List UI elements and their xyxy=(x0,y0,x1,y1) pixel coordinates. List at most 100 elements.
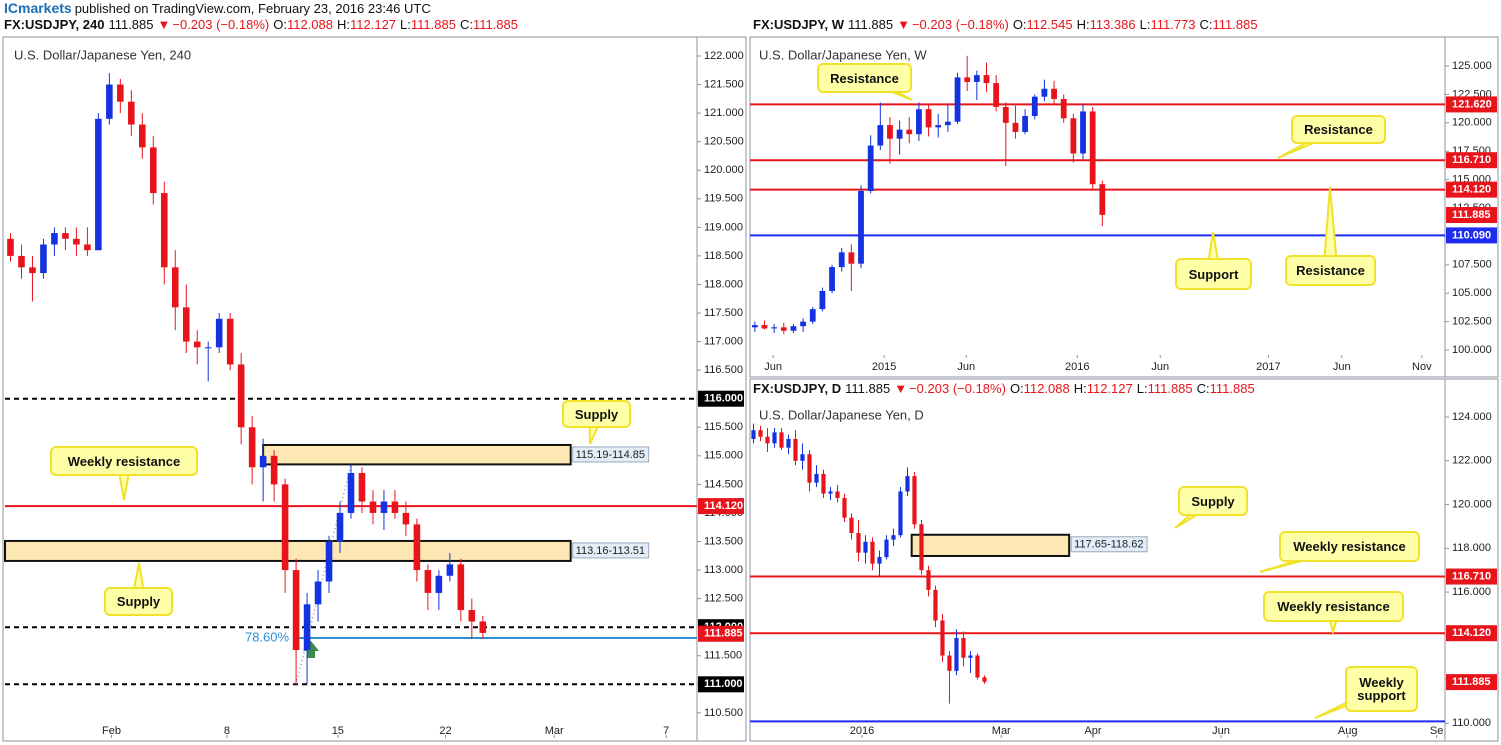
level-axis-box xyxy=(1446,152,1497,169)
quote-value: 111.773 xyxy=(1150,17,1196,32)
callout: Resistance xyxy=(1285,255,1376,286)
zone-label-box xyxy=(1070,536,1148,553)
y-tick-label: 116.000 xyxy=(1452,586,1491,598)
candle-body xyxy=(325,541,333,582)
symbol: FX:USDJPY, 240 xyxy=(4,17,105,32)
x-tick-label: Jun xyxy=(764,361,782,373)
candle-body xyxy=(940,620,945,656)
candle-body xyxy=(835,491,840,499)
quote-value: 112.127 xyxy=(350,17,397,32)
candle-body xyxy=(215,318,223,348)
level-axis-box xyxy=(1446,568,1497,585)
fib-label: 78.60% xyxy=(245,629,290,644)
candle-body xyxy=(435,575,443,593)
y-tick-label: 119.500 xyxy=(704,193,743,205)
candle-body xyxy=(848,252,855,264)
panel-frame xyxy=(749,378,1499,742)
candle-body xyxy=(7,238,14,256)
quote-key: L: xyxy=(400,17,411,32)
candle-body xyxy=(961,638,966,658)
y-tick-label: 115.000 xyxy=(704,450,743,462)
candle-body xyxy=(779,432,784,448)
candle-body xyxy=(128,101,135,125)
candle-body xyxy=(95,118,102,251)
candle-body xyxy=(933,589,938,621)
zone-label: 117.65-118.62 xyxy=(1074,539,1143,551)
y-tick-label: 118.000 xyxy=(1452,542,1491,554)
quote-value: 111.885 xyxy=(1147,381,1193,396)
zone-label-box xyxy=(572,542,650,559)
candle-body xyxy=(413,524,421,571)
candle-body xyxy=(51,233,58,245)
x-tick-label: 2017 xyxy=(1256,361,1280,373)
candle-body xyxy=(1051,88,1057,99)
y-tick-label: 110.500 xyxy=(704,707,743,719)
supply-zone xyxy=(910,533,1071,557)
candle-body xyxy=(237,364,245,428)
candle-body xyxy=(790,326,797,331)
candle-body xyxy=(160,193,168,268)
level-axis-box xyxy=(698,676,744,693)
level-axis-label: 114.120 xyxy=(704,500,743,512)
candle-body xyxy=(906,129,913,135)
candle-body xyxy=(944,121,951,126)
candle-body xyxy=(829,267,835,291)
y-tick-label: 125.000 xyxy=(1452,60,1492,72)
quote-value: 113.386 xyxy=(1089,17,1136,32)
candle-body xyxy=(821,473,826,494)
quote-key: L: xyxy=(1136,381,1148,396)
candle-body xyxy=(919,524,924,571)
x-tick-label: Mar xyxy=(992,725,1011,737)
y-tick-label: 107.500 xyxy=(1452,259,1492,271)
change: −0.203 (−0.18%) xyxy=(909,381,1006,396)
callout: Weekly resistance xyxy=(1263,591,1404,622)
candle-body xyxy=(993,83,1000,107)
candle-body xyxy=(1060,98,1067,119)
candle-body xyxy=(751,430,756,439)
candle-body xyxy=(303,604,311,651)
callout: Support xyxy=(1175,258,1252,290)
candle-body xyxy=(446,564,454,576)
candle-body xyxy=(983,75,990,84)
x-tick-label: 22 xyxy=(439,725,451,737)
quote-key: H: xyxy=(337,17,350,32)
candle-body xyxy=(898,491,903,536)
y-tick-label: 105.000 xyxy=(1452,287,1492,299)
candle-body xyxy=(867,145,874,191)
candle-body xyxy=(947,655,952,671)
quote-key: O: xyxy=(1012,17,1027,32)
quote-key: C: xyxy=(459,17,473,32)
x-tick-label: Se xyxy=(1430,725,1443,737)
quote-value: 112.127 xyxy=(1086,381,1133,396)
level-axis-label: 111.000 xyxy=(704,678,743,690)
candle-body xyxy=(935,125,942,128)
y-tick-label: 115.500 xyxy=(704,421,743,433)
panel-frame xyxy=(2,36,747,742)
candle-body xyxy=(1031,96,1038,117)
y-tick-label: 100.000 xyxy=(1452,344,1492,356)
candle-body xyxy=(40,244,47,274)
candle-body xyxy=(193,341,201,348)
zone-label: 113.16-113.51 xyxy=(576,545,645,557)
x-tick-label: Nov xyxy=(1412,361,1432,373)
candle-body xyxy=(402,512,410,525)
change-arrow: ▼ xyxy=(897,17,910,32)
candle-body xyxy=(117,84,124,102)
candle-body xyxy=(73,238,80,245)
callout: Weekly resistance xyxy=(50,446,198,476)
candle-body xyxy=(849,517,854,534)
candle-body xyxy=(758,430,763,437)
candle-body xyxy=(870,541,875,564)
x-tick-label: Jun xyxy=(1212,725,1230,737)
candle-body xyxy=(358,472,366,502)
y-tick-label: 120.000 xyxy=(704,164,744,176)
zone-label: 115.19-114.85 xyxy=(576,449,645,461)
quote-key: O: xyxy=(273,17,287,32)
chart-title: U.S. Dollar/Japanese Yen, W xyxy=(759,47,927,62)
chart-title: U.S. Dollar/Japanese Yen, 240 xyxy=(14,47,191,62)
level-axis-label: 114.120 xyxy=(1452,184,1491,196)
level-axis-box xyxy=(698,498,744,515)
candle-body xyxy=(380,501,388,513)
change: −0.203 (−0.18%) xyxy=(911,17,1009,32)
